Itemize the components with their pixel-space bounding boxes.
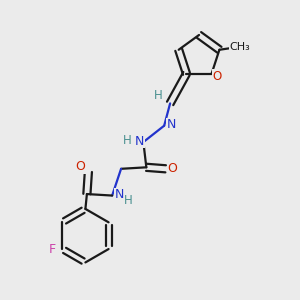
Text: O: O bbox=[212, 70, 222, 83]
Text: O: O bbox=[75, 160, 85, 173]
Text: O: O bbox=[167, 162, 177, 175]
Text: N: N bbox=[115, 188, 124, 201]
Text: H: H bbox=[123, 134, 131, 147]
Text: F: F bbox=[49, 242, 56, 256]
Text: H: H bbox=[154, 89, 163, 103]
Text: H: H bbox=[124, 194, 133, 206]
Text: N: N bbox=[135, 135, 144, 148]
Text: CH₃: CH₃ bbox=[230, 42, 250, 52]
Text: N: N bbox=[167, 118, 176, 131]
